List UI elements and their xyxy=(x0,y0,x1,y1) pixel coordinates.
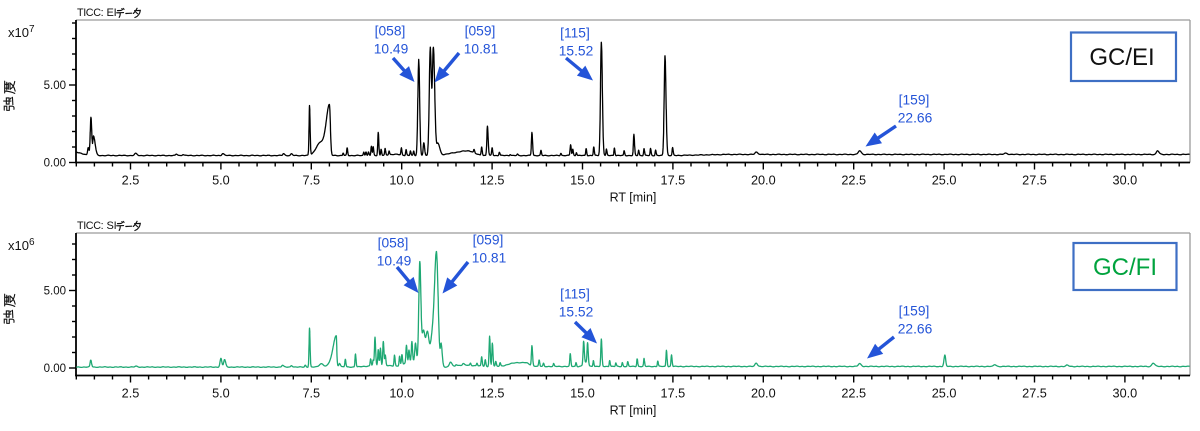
svg-text:0.00: 0.00 xyxy=(44,363,66,375)
svg-text:15.0: 15.0 xyxy=(570,387,595,401)
svg-text:[058]: [058] xyxy=(375,24,406,39)
svg-text:10.81: 10.81 xyxy=(472,251,507,266)
svg-text:17.5: 17.5 xyxy=(661,387,686,401)
svg-text:[115]: [115] xyxy=(560,26,590,41)
svg-text:[058]: [058] xyxy=(378,236,409,251)
svg-text:5.0: 5.0 xyxy=(212,174,230,188)
svg-text:[059]: [059] xyxy=(465,24,496,39)
svg-text:27.5: 27.5 xyxy=(1022,174,1047,188)
svg-text:TICC:: TICC: xyxy=(77,7,104,19)
svg-text:22.5: 22.5 xyxy=(841,387,866,401)
svg-text:SI: SI xyxy=(107,220,117,232)
svg-text:15.52: 15.52 xyxy=(559,44,594,59)
svg-text:12.5: 12.5 xyxy=(480,174,505,188)
svg-text:15.52: 15.52 xyxy=(559,305,594,320)
svg-text:0.00: 0.00 xyxy=(44,158,66,170)
svg-text:x106: x106 xyxy=(8,237,35,253)
svg-text:15.0: 15.0 xyxy=(570,174,595,188)
svg-text:10.81: 10.81 xyxy=(464,42,499,57)
svg-text:10.49: 10.49 xyxy=(374,42,409,57)
svg-text:22.66: 22.66 xyxy=(898,322,933,337)
svg-text:10.49: 10.49 xyxy=(377,254,412,269)
svg-text:5.00: 5.00 xyxy=(44,80,66,92)
svg-text:22.66: 22.66 xyxy=(898,111,933,126)
svg-text:EI: EI xyxy=(107,7,117,19)
svg-text:10.0: 10.0 xyxy=(389,387,414,401)
svg-text:25.0: 25.0 xyxy=(932,387,957,401)
svg-text:2.5: 2.5 xyxy=(122,387,140,401)
svg-text:RT [min]: RT [min] xyxy=(610,404,657,418)
svg-text:GC/FI: GC/FI xyxy=(1093,254,1157,281)
svg-text:12.5: 12.5 xyxy=(480,387,505,401)
svg-text:[159]: [159] xyxy=(899,304,930,319)
svg-text:30.0: 30.0 xyxy=(1113,387,1138,401)
svg-text:20.0: 20.0 xyxy=(751,174,776,188)
svg-text:22.5: 22.5 xyxy=(841,174,866,188)
svg-text:[059]: [059] xyxy=(473,233,504,248)
svg-text:17.5: 17.5 xyxy=(661,174,686,188)
svg-text:x107: x107 xyxy=(8,24,35,40)
svg-text:[115]: [115] xyxy=(560,287,590,302)
svg-text:10.0: 10.0 xyxy=(389,174,414,188)
svg-text:7.5: 7.5 xyxy=(302,387,320,401)
svg-text:[159]: [159] xyxy=(899,93,930,108)
svg-text:5.00: 5.00 xyxy=(44,286,66,298)
svg-text:5.0: 5.0 xyxy=(212,387,230,401)
svg-text:7.5: 7.5 xyxy=(302,174,320,188)
svg-text:27.5: 27.5 xyxy=(1022,387,1047,401)
svg-text:2.5: 2.5 xyxy=(122,174,140,188)
svg-text:TICC:: TICC: xyxy=(77,220,104,232)
svg-text:GC/EI: GC/EI xyxy=(1089,44,1154,71)
svg-text:RT [min]: RT [min] xyxy=(610,191,657,205)
svg-text:20.0: 20.0 xyxy=(751,387,776,401)
svg-text:25.0: 25.0 xyxy=(932,174,957,188)
svg-text:30.0: 30.0 xyxy=(1113,174,1138,188)
